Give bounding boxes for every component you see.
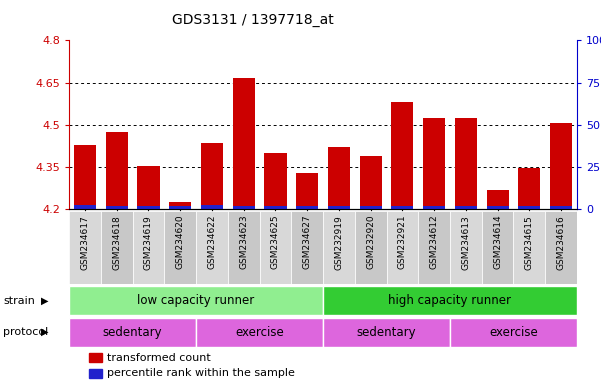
Bar <box>550 123 572 209</box>
Text: GSM234612: GSM234612 <box>430 215 439 270</box>
Text: GSM234622: GSM234622 <box>207 215 216 269</box>
Bar <box>455 205 477 209</box>
Text: GSM234619: GSM234619 <box>144 215 153 270</box>
Bar <box>233 205 255 209</box>
Bar <box>196 211 228 284</box>
Bar <box>386 211 418 284</box>
Text: GSM234614: GSM234614 <box>493 215 502 270</box>
Text: GSM234627: GSM234627 <box>303 215 312 270</box>
Bar <box>482 211 513 284</box>
Bar <box>486 190 508 209</box>
Bar <box>418 211 450 284</box>
Bar <box>260 211 291 284</box>
Text: GSM232921: GSM232921 <box>398 215 407 270</box>
Bar <box>291 211 323 284</box>
Bar <box>74 144 96 209</box>
Bar <box>455 118 477 209</box>
Bar <box>138 166 160 209</box>
Bar <box>545 211 577 284</box>
Bar <box>486 206 508 209</box>
Bar <box>74 205 96 209</box>
Bar <box>233 78 255 209</box>
Bar <box>450 211 482 284</box>
Text: GDS3131 / 1397718_at: GDS3131 / 1397718_at <box>171 13 334 27</box>
Text: GSM234623: GSM234623 <box>239 215 248 270</box>
Text: sedentary: sedentary <box>103 326 162 339</box>
Text: GSM234625: GSM234625 <box>271 215 280 270</box>
Bar <box>518 206 540 209</box>
Text: ▶: ▶ <box>41 327 49 337</box>
Bar <box>169 206 191 209</box>
Text: GSM232920: GSM232920 <box>366 215 375 270</box>
Text: low capacity runner: low capacity runner <box>138 294 255 307</box>
Bar <box>423 205 445 209</box>
Text: exercise: exercise <box>489 326 538 339</box>
Text: GSM234616: GSM234616 <box>557 215 566 270</box>
Bar <box>423 118 445 209</box>
Bar <box>323 211 355 284</box>
Text: high capacity runner: high capacity runner <box>388 294 511 307</box>
Text: ▶: ▶ <box>41 296 49 306</box>
Bar <box>359 156 382 209</box>
Bar <box>164 211 196 284</box>
Bar <box>550 205 572 209</box>
Text: GSM234613: GSM234613 <box>462 215 471 270</box>
Bar <box>90 353 102 362</box>
Text: protocol: protocol <box>3 327 48 337</box>
Bar <box>69 286 323 315</box>
Bar <box>69 211 101 284</box>
Bar <box>323 286 577 315</box>
Bar <box>323 318 450 346</box>
Text: GSM232919: GSM232919 <box>334 215 343 270</box>
Bar <box>513 211 545 284</box>
Bar <box>359 206 382 209</box>
Text: transformed count: transformed count <box>107 353 211 363</box>
Bar <box>328 147 350 209</box>
Bar <box>133 211 164 284</box>
Text: exercise: exercise <box>235 326 284 339</box>
Bar <box>138 205 160 209</box>
Text: GSM234618: GSM234618 <box>112 215 121 270</box>
Bar <box>101 211 133 284</box>
Bar <box>296 206 319 209</box>
Bar <box>391 102 413 209</box>
Bar <box>228 211 260 284</box>
Bar <box>69 318 196 346</box>
Bar <box>196 318 323 346</box>
Bar <box>355 211 386 284</box>
Text: GSM234617: GSM234617 <box>81 215 90 270</box>
Bar <box>90 369 102 378</box>
Bar <box>201 205 223 209</box>
Text: percentile rank within the sample: percentile rank within the sample <box>107 369 295 379</box>
Bar <box>391 205 413 209</box>
Text: GSM234620: GSM234620 <box>175 215 185 270</box>
Bar <box>518 169 540 209</box>
Bar <box>264 153 287 209</box>
Bar <box>169 202 191 209</box>
Text: sedentary: sedentary <box>357 326 416 339</box>
Bar <box>296 173 319 209</box>
Bar <box>106 205 128 209</box>
Bar <box>106 132 128 209</box>
Text: GSM234615: GSM234615 <box>525 215 534 270</box>
Bar <box>201 143 223 209</box>
Bar <box>264 206 287 209</box>
Text: strain: strain <box>3 296 35 306</box>
Bar <box>328 206 350 209</box>
Bar <box>450 318 577 346</box>
